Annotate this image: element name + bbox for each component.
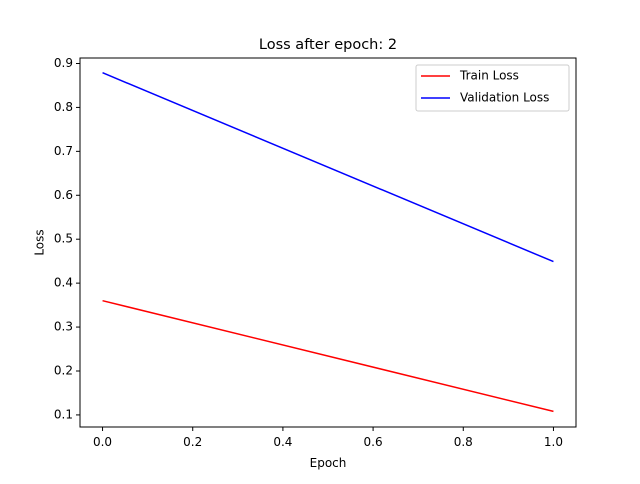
y-tick-label: 0.9 [54, 56, 73, 70]
x-tick-label: 0.4 [273, 435, 292, 449]
y-tick-label: 0.5 [54, 232, 73, 246]
series-layer [102, 72, 554, 413]
y-tick-label: 0.8 [54, 100, 73, 114]
y-axis-ticks: 0.1 0.2 0.3 0.4 0.5 0.6 0.7 0.8 0.9 [54, 56, 80, 421]
y-axis-label: Loss [33, 229, 47, 255]
y-tick-label: 0.4 [54, 276, 73, 290]
x-tick-label: 0.0 [93, 435, 112, 449]
x-tick-label: 0.2 [183, 435, 202, 449]
y-tick-label: 0.7 [54, 144, 73, 158]
x-tick-label: 0.8 [454, 435, 473, 449]
x-axis-ticks: 0.0 0.2 0.4 0.6 0.8 1.0 [93, 427, 563, 449]
series-line-train-loss [102, 299, 554, 413]
x-tick-label: 1.0 [544, 435, 563, 449]
y-tick-label: 0.2 [54, 363, 73, 377]
chart-title: Loss after epoch: 2 [259, 37, 397, 53]
legend-label: Train Loss [459, 69, 519, 83]
legend: Train Loss Validation Loss [415, 64, 570, 112]
legend-box [415, 64, 570, 112]
x-axis-label: Epoch [310, 456, 347, 470]
y-tick-label: 0.1 [54, 407, 73, 421]
y-tick-label: 0.6 [54, 188, 73, 202]
y-tick-label: 0.3 [54, 320, 73, 334]
x-tick-label: 0.6 [364, 435, 383, 449]
series-line-validation-loss [102, 72, 554, 263]
legend-label: Validation Loss [460, 91, 549, 105]
plot-area-frame [79, 57, 577, 428]
